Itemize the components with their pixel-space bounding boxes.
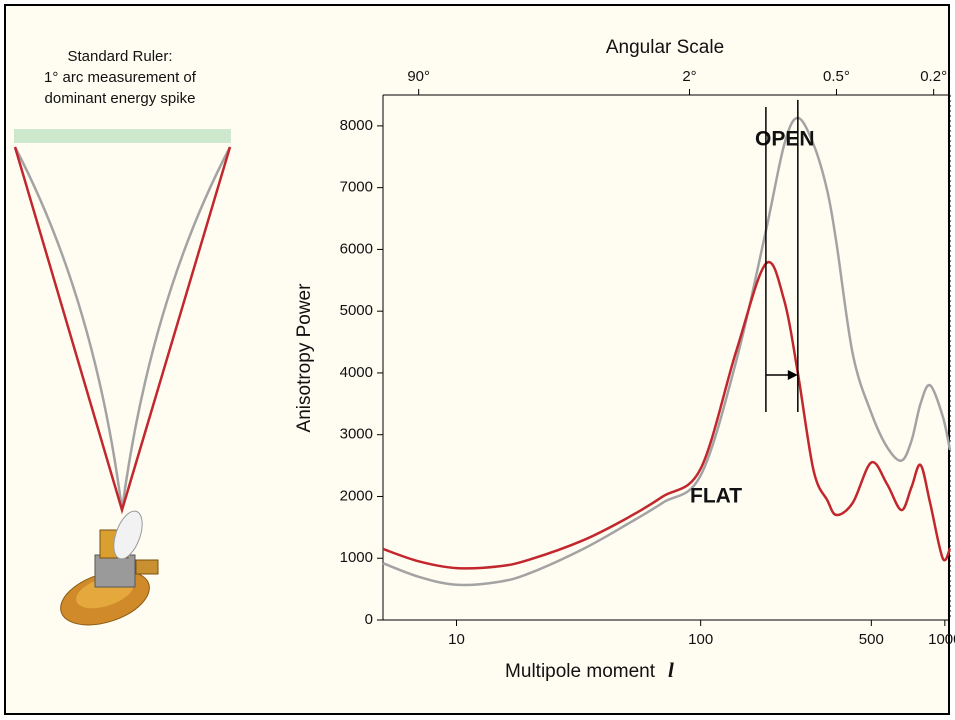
ruler-diagram: Standard Ruler: 1° arc measurement of do…: [13, 48, 232, 626]
y-tick-label: 7000: [340, 179, 373, 196]
y-tick-label: 3000: [340, 426, 373, 443]
x-tick-label: 500: [859, 631, 884, 648]
series-line: [382, 260, 952, 570]
series-label: FLAT: [690, 485, 742, 508]
x-axis-symbol: l: [668, 658, 674, 682]
series-line: [382, 116, 952, 587]
x2-tick-label: 0.5°: [823, 68, 850, 85]
caption-line: 1° arc measurement of: [44, 69, 197, 86]
x-tick-label: 10: [448, 631, 465, 648]
x2-tick-label: 90°: [407, 68, 430, 85]
series-label: OPEN: [755, 128, 815, 151]
x-tick-label: 100: [688, 631, 713, 648]
y-tick-label: 1000: [340, 549, 373, 566]
satellite: [60, 510, 159, 626]
x2-tick-label: 2°: [682, 68, 696, 85]
y-tick-label: 4000: [340, 364, 373, 381]
x-axis-title: Multipole moment: [505, 661, 656, 682]
flat-geometry: [13, 146, 232, 515]
caption-line: dominant energy spike: [45, 90, 196, 107]
y-tick-label: 6000: [340, 240, 373, 257]
frame: [4, 4, 950, 715]
x-tick-label: 1000: [928, 631, 955, 648]
y-axis-title: Anisotropy Power: [294, 283, 315, 433]
y-tick-label: 8000: [340, 117, 373, 134]
plot: Angular Scale Anisotropy Power Multipole…: [294, 37, 951, 682]
ruler-bar: [14, 129, 231, 143]
y-tick-label: 0: [365, 611, 373, 628]
y-tick-label: 2000: [340, 487, 373, 504]
y-tick-label: 5000: [340, 302, 373, 319]
caption-line: Standard Ruler:: [67, 48, 172, 65]
x2-tick-label: 0.2°: [920, 68, 947, 85]
shift-arrowhead: [787, 370, 798, 380]
x2-axis-title: Angular Scale: [606, 37, 724, 58]
